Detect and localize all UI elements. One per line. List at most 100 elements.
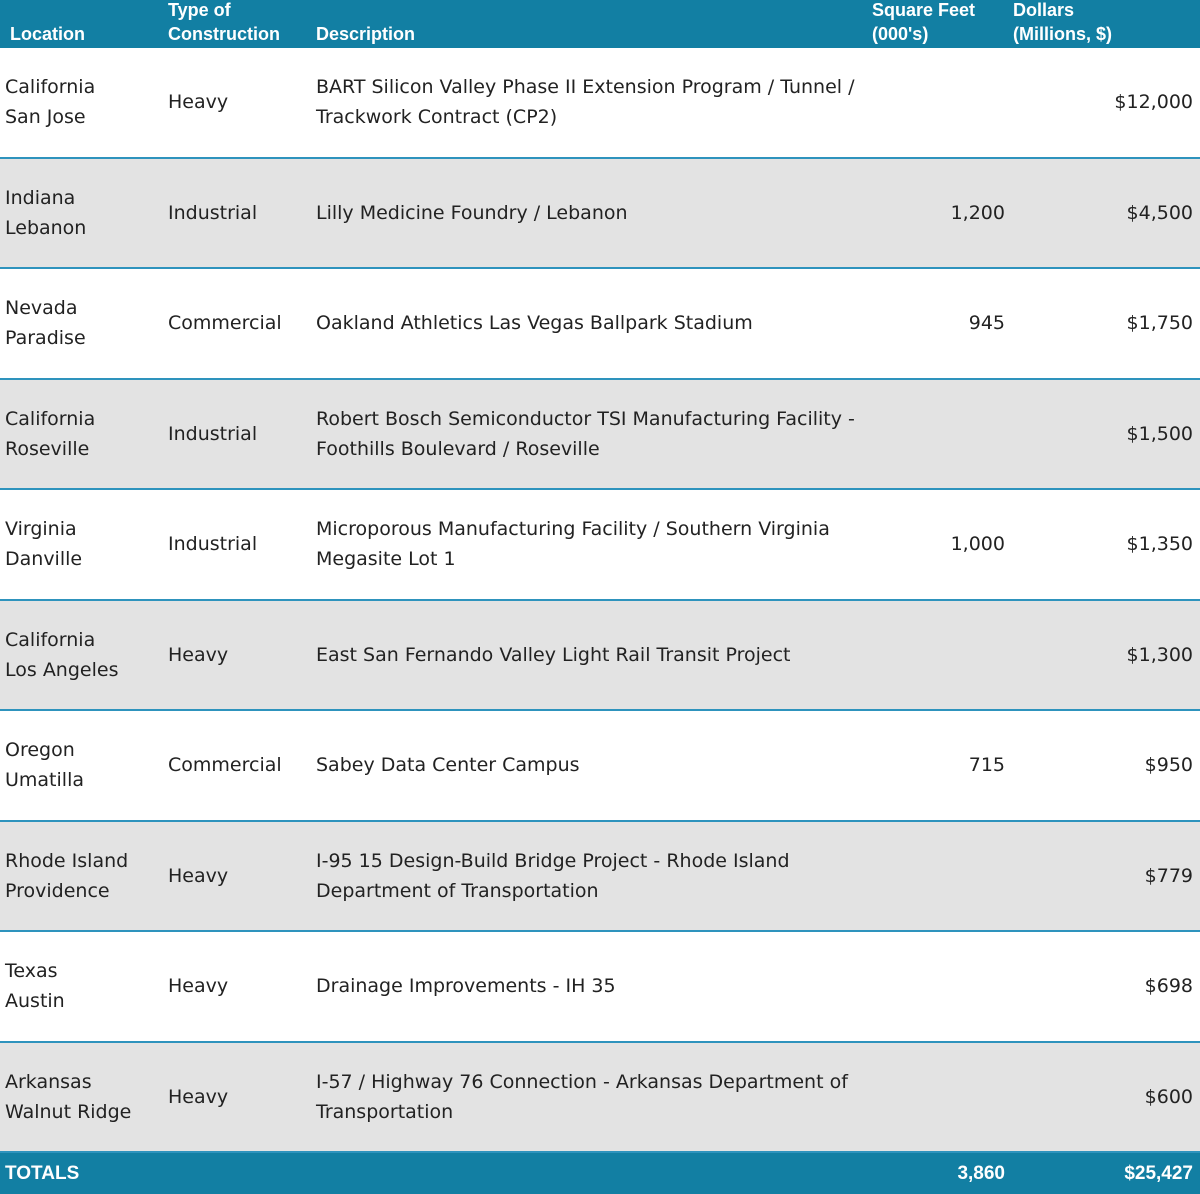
table-row: Rhode Island Providence Heavy I-95 15 Desig…: [0, 821, 1200, 932]
city: Umatilla: [5, 769, 84, 792]
type-cell: Commercial: [168, 269, 313, 378]
description: Robert Bosch Semiconductor TSI Manufactu…: [316, 407, 855, 460]
state: Indiana: [5, 186, 76, 209]
dollars-cell: $4,500: [1023, 159, 1193, 268]
dollars-cell: $950: [1023, 711, 1193, 820]
construction-type: Commercial: [168, 312, 282, 335]
square-feet: 1,000: [950, 533, 1005, 556]
square-feet: 715: [968, 754, 1005, 777]
type-cell: Heavy: [168, 932, 313, 1041]
city: San Jose: [5, 106, 86, 129]
type-cell: Industrial: [168, 490, 313, 599]
totals-label: TOTALS: [5, 1162, 80, 1184]
type-cell: Heavy: [168, 1043, 313, 1152]
dollars: $12,000: [1114, 91, 1193, 114]
description: Drainage Improvements - IH 35: [316, 975, 616, 998]
type-cell: Heavy: [168, 822, 313, 931]
dollars: $1,350: [1126, 533, 1193, 556]
header-cell: Location: [10, 22, 85, 46]
state: Virginia: [5, 518, 77, 541]
header-text: Location: [10, 24, 85, 44]
header-text: Dollars: [1013, 0, 1075, 20]
type-cell: Commercial: [168, 711, 313, 820]
city: Providence: [5, 879, 110, 902]
city: Lebanon: [5, 216, 87, 239]
dollars-cell: $1,300: [1023, 601, 1193, 710]
dollars-cell: $600: [1023, 1043, 1193, 1152]
sqft-cell: 1,000: [855, 490, 1005, 599]
dollars-cell: $1,750: [1023, 269, 1193, 378]
construction-type: Industrial: [168, 201, 258, 224]
description: Sabey Data Center Campus: [316, 754, 580, 777]
description: BART Silicon Valley Phase II Extension P…: [316, 76, 855, 129]
description: Microporous Manufacturing Facility / Sou…: [316, 518, 830, 571]
type-cell: Heavy: [168, 48, 313, 157]
location-cell: California Roseville: [5, 380, 165, 489]
description: Lilly Medicine Foundry / Lebanon: [316, 201, 628, 224]
description: Oakland Athletics Las Vegas Ballpark Sta…: [316, 312, 753, 335]
description-cell: BART Silicon Valley Phase II Extension P…: [316, 48, 876, 157]
dollars: $698: [1144, 975, 1193, 998]
header-cell: Dollars (Millions, $): [1013, 0, 1112, 46]
square-feet: 1,200: [950, 201, 1005, 224]
table-row: Indiana Lebanon Industrial Lilly Medicine F…: [0, 158, 1200, 269]
state: Texas: [5, 960, 58, 983]
table-row: Oregon Umatilla Commercial Sabey Data Cente…: [0, 711, 1200, 822]
location-cell: Nevada Paradise: [5, 269, 165, 378]
city: Walnut Ridge: [5, 1100, 132, 1123]
location-cell: Virginia Danville: [5, 490, 165, 599]
dollars-cell: $1,500: [1023, 380, 1193, 489]
dollars: $1,300: [1126, 643, 1193, 666]
location-cell: Indiana Lebanon: [5, 159, 165, 268]
dollars-cell: $1,350: [1023, 490, 1193, 599]
table-row: Nevada Paradise Commercial Oakland Athletic…: [0, 269, 1200, 380]
description-cell: I-57 / Highway 76 Connection - Arkansas …: [316, 1043, 876, 1152]
header-cell: Description: [316, 22, 415, 46]
table-row: California San Jose Heavy BART Silicon Vall…: [0, 48, 1200, 159]
description-cell: East San Fernando Valley Light Rail Tran…: [316, 601, 876, 710]
description: East San Fernando Valley Light Rail Tran…: [316, 643, 791, 666]
city: Paradise: [5, 327, 86, 350]
dollars: $4,500: [1126, 201, 1193, 224]
header-text: Square Feet: [872, 0, 976, 20]
square-feet: 945: [968, 312, 1005, 335]
state: California: [5, 407, 96, 430]
construction-type: Heavy: [168, 643, 229, 666]
header-text: Construction: [168, 24, 280, 44]
totals-row: TOTALS 3,860 $25,427: [0, 1153, 1200, 1194]
city: Los Angeles: [5, 658, 119, 681]
table-row: Virginia Danville Industrial Microporous Ma…: [0, 490, 1200, 601]
dollars: $950: [1144, 754, 1193, 777]
dollars-cell: $698: [1023, 932, 1193, 1041]
location-cell: California San Jose: [5, 48, 165, 157]
dollars-cell: $779: [1023, 822, 1193, 931]
description-cell: Sabey Data Center Campus: [316, 711, 876, 820]
header-cell: Square Feet (000's): [872, 0, 975, 46]
header-row: Location Type of Construction Description Sq…: [0, 0, 1200, 48]
description-cell: Drainage Improvements - IH 35: [316, 932, 876, 1041]
dollars: $600: [1144, 1085, 1193, 1108]
construction-type: Industrial: [168, 533, 258, 556]
dollars: $1,500: [1126, 422, 1193, 445]
state: Oregon: [5, 739, 75, 762]
sqft-cell: 1,200: [855, 159, 1005, 268]
header-text: Description: [316, 24, 416, 44]
table-row: Texas Austin Heavy Drainage Improvements - …: [0, 932, 1200, 1043]
sqft-cell: 715: [855, 711, 1005, 820]
construction-type: Industrial: [168, 422, 258, 445]
description-cell: Microporous Manufacturing Facility / Sou…: [316, 490, 876, 599]
location-cell: California Los Angeles: [5, 601, 165, 710]
location-cell: Oregon Umatilla: [5, 711, 165, 820]
header-text: (Millions, $): [1013, 24, 1112, 44]
state: Rhode Island: [5, 849, 129, 872]
state: Arkansas: [5, 1070, 92, 1093]
description: I-95 15 Design-Build Bridge Project - Rh…: [316, 849, 790, 902]
dollars: $779: [1144, 864, 1193, 887]
sqft-cell: 945: [855, 269, 1005, 378]
state: California: [5, 76, 96, 99]
dollars-cell: $12,000: [1023, 48, 1193, 157]
description: I-57 / Highway 76 Connection - Arkansas …: [316, 1070, 848, 1123]
description-cell: Lilly Medicine Foundry / Lebanon: [316, 159, 876, 268]
city: Danville: [5, 548, 83, 571]
